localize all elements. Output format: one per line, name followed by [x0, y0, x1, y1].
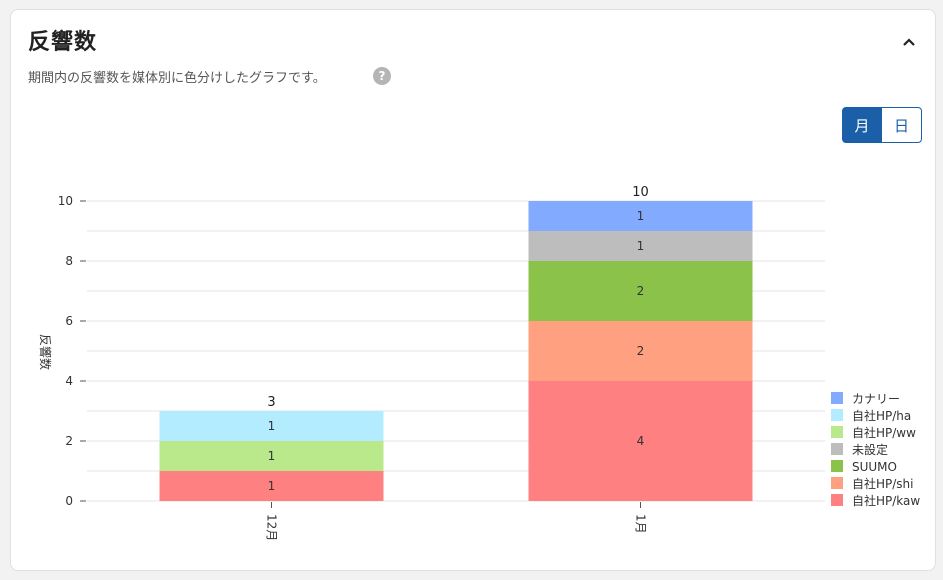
legend-label: 自社HP/shi	[852, 476, 914, 491]
y-tick-label: 2	[65, 434, 73, 448]
segment-value-label: 1	[637, 209, 645, 223]
y-tick-label: 0	[65, 494, 73, 508]
y-axis-label: 反響数	[38, 334, 53, 370]
segment-value-label: 1	[637, 239, 645, 253]
bar-segment	[159, 441, 384, 471]
segment-value-label: 1	[268, 479, 276, 493]
y-tick-label: 4	[65, 374, 73, 388]
y-tick-label: 6	[65, 314, 73, 328]
legend-swatch	[831, 477, 843, 489]
bar-segment	[159, 411, 384, 441]
segment-value-label: 2	[637, 344, 645, 358]
legend-label: 自社HP/ww	[852, 425, 916, 440]
legend-label: SUUMO	[852, 460, 897, 474]
legend-label: カナリー	[852, 392, 900, 406]
legend-swatch	[831, 426, 843, 438]
segment-value-label: 1	[268, 449, 276, 463]
period-toggle: 月 日	[842, 107, 922, 143]
bar-total-label: 3	[267, 395, 275, 410]
x-tick-label: 1月	[634, 514, 648, 534]
legend-swatch	[831, 460, 843, 472]
month-toggle-button[interactable]: 月	[842, 107, 882, 143]
bar-total-label: 10	[632, 185, 649, 200]
bar-segment	[528, 381, 753, 501]
segment-value-label: 1	[268, 419, 276, 433]
bar-segment	[528, 231, 753, 261]
legend-swatch	[831, 392, 843, 404]
day-toggle-button[interactable]: 日	[882, 107, 922, 143]
card-description: 期間内の反響数を媒体別に色分けしたグラフです。	[28, 71, 326, 86]
x-tick-label: 12月	[265, 514, 279, 541]
collapse-button[interactable]	[897, 30, 921, 54]
bar-segment	[528, 261, 753, 321]
legend-label: 自社HP/kaw	[852, 493, 920, 508]
segment-value-label: 2	[637, 284, 645, 298]
bar-segment	[528, 321, 753, 381]
bar-segment	[528, 201, 753, 231]
legend-swatch	[831, 443, 843, 455]
segment-value-label: 4	[637, 434, 645, 448]
card-title: 反響数	[28, 30, 98, 55]
legend-label: 未設定	[852, 442, 888, 457]
help-icon[interactable]: ?	[373, 67, 391, 85]
legend-label: 自社HP/ha	[852, 408, 911, 423]
legend-swatch	[831, 409, 843, 421]
y-tick-label: 10	[58, 194, 73, 208]
bar-segment	[159, 471, 384, 501]
legend-swatch	[831, 494, 843, 506]
y-tick-label: 8	[65, 254, 73, 268]
chevron-up-icon	[903, 38, 915, 46]
